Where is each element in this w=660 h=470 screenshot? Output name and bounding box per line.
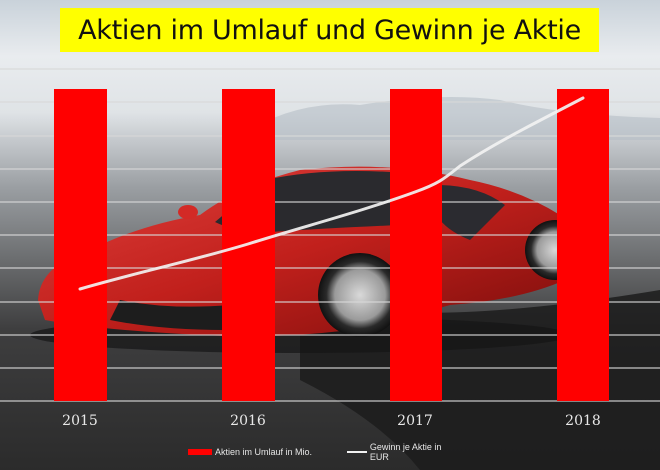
bar-swatch-icon bbox=[188, 449, 212, 455]
line-series bbox=[78, 96, 585, 291]
bar-2017 bbox=[390, 89, 442, 401]
chart-title-box: Aktien im Umlauf und Gewinn je Aktie bbox=[60, 8, 599, 52]
x-axis-label: 2015 bbox=[62, 413, 98, 429]
chart-title: Aktien im Umlauf und Gewinn je Aktie bbox=[78, 14, 581, 46]
line-swatch-icon bbox=[347, 451, 367, 453]
legend-item-line: Gewinn je Aktie in EUR bbox=[347, 442, 447, 462]
bar-2015 bbox=[54, 89, 107, 401]
x-axis-label: 2017 bbox=[397, 413, 433, 429]
legend-label-bar: Aktien im Umlauf in Mio. bbox=[215, 447, 313, 457]
x-axis-label: 2016 bbox=[230, 413, 266, 429]
legend: Aktien im Umlauf in Mio. Gewinn je Aktie… bbox=[188, 442, 447, 462]
bar-series bbox=[54, 89, 609, 401]
x-axis-label: 2018 bbox=[565, 413, 601, 429]
bar-2018 bbox=[557, 89, 609, 401]
gridlines bbox=[0, 68, 660, 402]
legend-label-line: Gewinn je Aktie in EUR bbox=[369, 442, 442, 462]
legend-item-bar: Aktien im Umlauf in Mio. bbox=[188, 447, 312, 457]
